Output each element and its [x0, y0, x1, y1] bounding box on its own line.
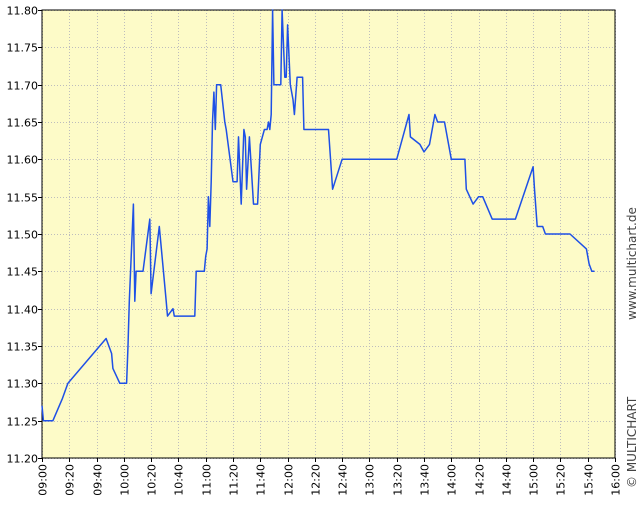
- y-tick-label: 11.45: [7, 266, 39, 279]
- x-tick-label: 15:00: [528, 464, 541, 496]
- x-tick-label: 10:00: [119, 464, 132, 496]
- price-series-line: [41, 9, 595, 422]
- watermark-url: www.multichart.de: [625, 207, 639, 320]
- x-tick-label: 14:40: [501, 464, 514, 496]
- y-axis-ticks: 11.20 11.25 11.30 11.35 11.40 11.45 11.50 11.55…: [7, 5, 42, 466]
- x-tick-label: 11:00: [201, 464, 214, 496]
- x-tick-label: 10:40: [173, 464, 186, 496]
- x-tick-label: 15:20: [555, 464, 568, 496]
- y-tick-label: 11.20: [7, 453, 39, 466]
- x-tick-label: 12:00: [283, 464, 296, 496]
- x-tick-label: 12:20: [310, 464, 323, 496]
- y-tick-label: 11.25: [7, 416, 39, 429]
- x-tick-label: 13:20: [392, 464, 405, 496]
- x-tick-label: 09:00: [37, 464, 50, 496]
- x-tick-label: 12:40: [337, 464, 350, 496]
- y-tick-label: 11.65: [7, 117, 39, 130]
- x-tick-label: 13:00: [364, 464, 377, 496]
- x-tick-label: 09:20: [64, 464, 77, 496]
- x-tick-label: 10:20: [146, 464, 159, 496]
- y-tick-label: 11.70: [7, 80, 39, 93]
- y-tick-label: 11.30: [7, 378, 39, 391]
- x-tick-label: 16:00: [610, 464, 623, 496]
- x-tick-label: 11:40: [255, 464, 268, 496]
- y-tick-label: 11.80: [7, 5, 39, 18]
- y-tick-label: 11.50: [7, 229, 39, 242]
- x-tick-label: 15:40: [583, 464, 596, 496]
- x-tick-label: 14:20: [474, 464, 487, 496]
- y-tick-label: 11.75: [7, 42, 39, 55]
- y-tick-label: 11.60: [7, 154, 39, 167]
- x-tick-label: 14:00: [446, 464, 459, 496]
- x-tick-label: 11:20: [228, 464, 241, 496]
- y-tick-label: 11.40: [7, 304, 39, 317]
- y-tick-label: 11.55: [7, 192, 39, 205]
- x-axis-ticks: 09:00 09:20 09:40 10:00 10:20 10:40 11:00 11:20…: [37, 458, 623, 496]
- y-tick-label: 11.35: [7, 341, 39, 354]
- x-tick-label: 09:40: [92, 464, 105, 496]
- x-tick-label: 13:40: [419, 464, 432, 496]
- watermark-brand: © MULTICHART: [625, 396, 639, 488]
- plot-area: [42, 10, 615, 458]
